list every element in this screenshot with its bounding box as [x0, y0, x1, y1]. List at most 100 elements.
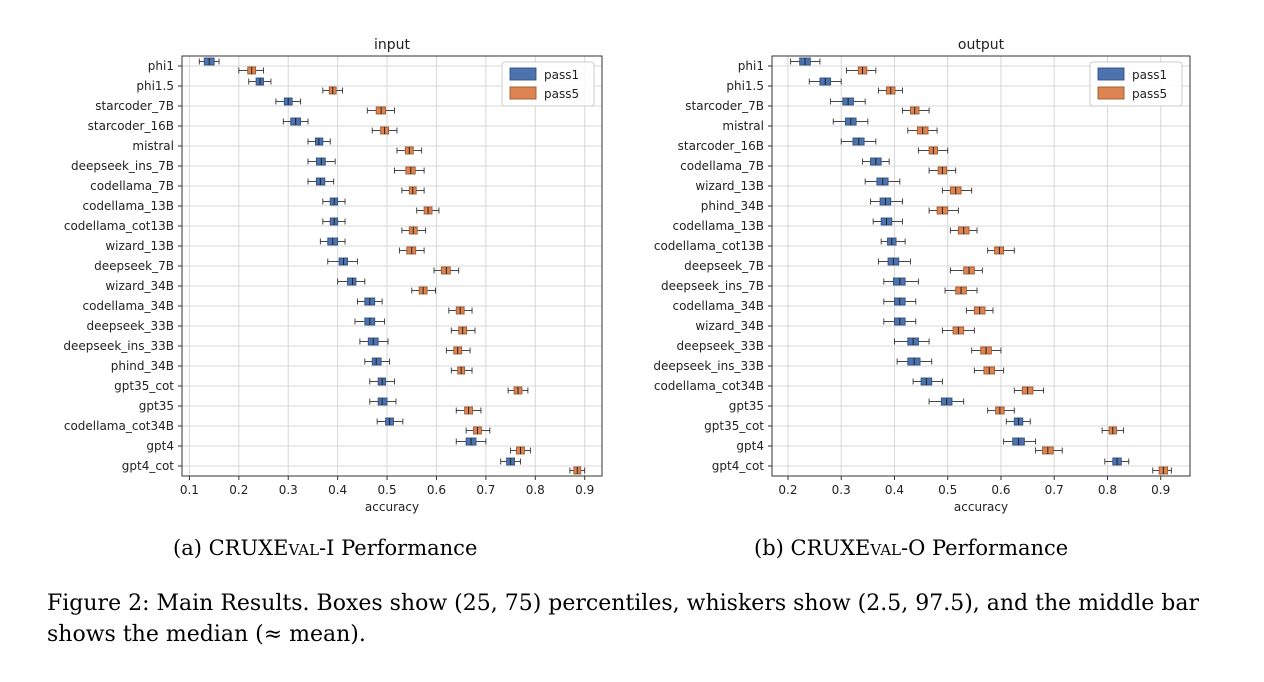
box-pass1	[790, 57, 821, 66]
box-pass1	[1104, 457, 1130, 466]
box-pass1	[832, 117, 869, 126]
subcaption-output: (b) CRUXEval-O Performance	[754, 536, 1068, 560]
y-tick-label: wizard_34B	[105, 279, 174, 293]
y-tick-label: codellama_cot34B	[654, 379, 764, 393]
box-pass5	[1101, 426, 1124, 435]
x-tick-label: 0.5	[938, 483, 957, 497]
legend: pass1 pass5	[501, 61, 595, 107]
y-tick-label: gpt4_cot	[122, 459, 175, 473]
box-pass1	[275, 97, 302, 106]
y-tick-label: phind_34B	[701, 199, 764, 213]
box-pass5	[1013, 386, 1045, 395]
subcaption-input: (a) CRUXEval-I Performance	[173, 536, 477, 560]
x-tick-label: 0.1	[180, 483, 199, 497]
box-pass1	[307, 137, 331, 146]
figure-caption: Figure 2: Main Results. Boxes show (25, …	[47, 591, 1199, 647]
box-pass1	[319, 237, 346, 246]
x-tick-label: 0.4	[328, 483, 347, 497]
y-tick-label: gpt4	[736, 439, 764, 453]
box-pass1	[872, 217, 903, 226]
box-pass5	[917, 146, 949, 155]
chart-title: input	[374, 37, 411, 53]
subcaption-output-suffix: -O Performance	[900, 536, 1069, 560]
y-tick-label: gpt35	[139, 399, 174, 413]
box-pass1	[322, 197, 346, 206]
box-pass1	[808, 77, 842, 86]
box-pass1	[359, 337, 389, 346]
x-tick-label: 0.6	[991, 483, 1010, 497]
y-tick-label: codellama_cot34B	[64, 419, 174, 433]
box-pass1	[840, 137, 877, 146]
y-tick-label: starcoder_7B	[95, 99, 174, 113]
box-pass5	[973, 366, 1005, 375]
y-tick-label: mistral	[132, 139, 174, 153]
y-tick-label: deepseek_ins_33B	[653, 359, 764, 373]
legend-swatch-pass1	[509, 67, 537, 81]
y-tick-label: deepseek_7B	[684, 259, 764, 273]
box-pass5	[450, 366, 473, 375]
y-tick-label: phind_34B	[111, 359, 174, 373]
subcaption-output-prefix: (b) CRUX	[754, 536, 856, 560]
y-tick-label: phi1.5	[136, 79, 174, 93]
box-pass5	[902, 106, 930, 115]
box-pass5	[510, 446, 531, 455]
box-pass5	[907, 126, 938, 135]
box-pass5	[398, 246, 425, 255]
box-pass5	[944, 286, 978, 295]
y-tick-label: deepseek_ins_7B	[71, 159, 174, 173]
y-tick-label: deepseek_33B	[87, 319, 174, 333]
x-axis-label: accuracy	[954, 500, 1008, 514]
box-pass1	[307, 177, 335, 186]
box-pass5	[941, 186, 973, 195]
subcaption-input-prefix: (a) CRUX	[173, 536, 274, 560]
axes-frame	[771, 55, 1191, 477]
box-pass5	[371, 126, 398, 135]
box-pass1	[364, 357, 390, 366]
box-pass5	[949, 226, 978, 235]
y-tick-label: wizard_13B	[695, 179, 764, 193]
x-tick-label: 0.7	[476, 483, 495, 497]
x-tick-label: 0.9	[1151, 483, 1170, 497]
x-tick-label: 0.8	[526, 483, 545, 497]
box-pass1	[337, 277, 366, 286]
box-pass1	[1003, 437, 1037, 446]
legend-swatch-pass5	[1097, 86, 1125, 100]
box-pass5	[965, 306, 994, 315]
box-pass5	[411, 286, 436, 295]
y-tick-label: gpt4	[146, 439, 174, 453]
box-pass5	[987, 406, 1015, 415]
box-pass1	[282, 117, 309, 126]
legend-label-pass5: pass5	[544, 87, 579, 101]
box-pass1	[870, 197, 903, 206]
subcaption-output-smallcaps: Eval	[855, 536, 901, 560]
box-pass1	[500, 457, 521, 466]
box-pass5	[507, 386, 529, 395]
legend-label-pass1: pass1	[1132, 68, 1167, 82]
box-pass5	[987, 246, 1015, 255]
x-tick-label: 0.8	[1098, 483, 1117, 497]
box-pass1	[894, 337, 930, 346]
subcaption-input-smallcaps: Eval	[273, 536, 320, 560]
x-tick-label: 0.4	[885, 483, 904, 497]
box-pass5	[928, 166, 957, 175]
y-tick-label: codellama_cot13B	[654, 239, 764, 253]
y-tick-label: deepseek_ins_7B	[661, 279, 764, 293]
box-pass1	[864, 177, 901, 186]
x-tick-label: 0.7	[1045, 483, 1064, 497]
legend: pass1 pass5	[1089, 61, 1183, 107]
subcaption-input-suffix: -I Performance	[319, 536, 478, 560]
x-tick-label: 0.2	[778, 483, 797, 497]
box-pass1	[883, 277, 919, 286]
box-pass5	[450, 326, 476, 335]
y-tick-label: codellama_34B	[672, 299, 764, 313]
box-pass1	[248, 77, 272, 86]
y-tick-label: codellama_34B	[82, 299, 174, 313]
box-pass1	[356, 297, 383, 306]
box-pass5	[941, 326, 975, 335]
y-tick-label: deepseek_7B	[94, 259, 174, 273]
y-tick-label: gpt4_cot	[712, 459, 765, 473]
y-tick-label: codellama_7B	[680, 159, 764, 173]
x-axis-label: accuracy	[365, 500, 419, 514]
y-tick-label: gpt35	[729, 399, 764, 413]
